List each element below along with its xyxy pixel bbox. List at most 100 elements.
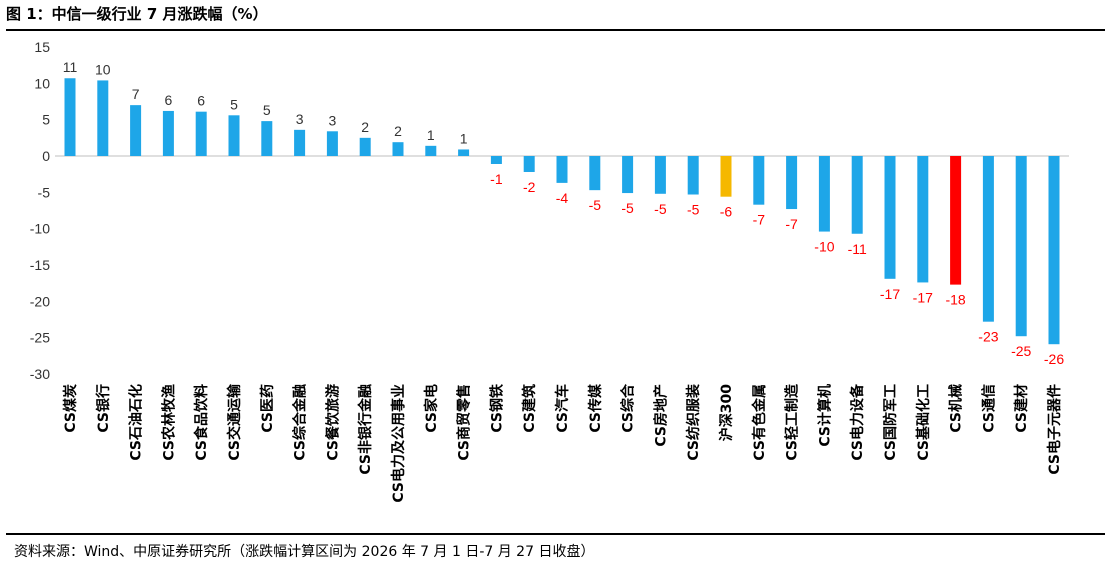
category-label: CS非银行金融 — [357, 384, 374, 475]
bar — [786, 156, 798, 210]
category-label: CS轻工制造 — [784, 384, 801, 461]
category-label: CS建材 — [1013, 384, 1030, 433]
bar — [1015, 156, 1027, 337]
bar — [359, 137, 371, 156]
data-label: -1 — [490, 171, 503, 187]
data-label: 2 — [361, 119, 369, 135]
data-label: 3 — [329, 112, 337, 128]
bar — [392, 142, 404, 156]
data-label: -5 — [621, 200, 634, 216]
data-label: -7 — [785, 216, 798, 232]
category-label: CS纺织服装 — [685, 383, 702, 461]
bar — [195, 111, 207, 156]
category-label: CS农林牧渔 — [160, 384, 177, 461]
category-label: CS传媒 — [587, 383, 604, 433]
bar — [818, 156, 830, 232]
data-label: -17 — [913, 289, 933, 305]
data-label: -17 — [880, 286, 900, 302]
category-label: CS石油石化 — [128, 384, 145, 461]
category-label: CS家电 — [423, 384, 440, 433]
data-label: -4 — [556, 190, 569, 206]
category-label: CS交通运输 — [226, 383, 243, 461]
data-label: 10 — [95, 61, 111, 77]
bars — [64, 78, 1060, 345]
category-label: CS基础化工 — [915, 384, 932, 461]
bar — [162, 110, 174, 156]
category-label: CS机械 — [948, 384, 965, 433]
y-tick-label: -30 — [30, 366, 50, 382]
category-labels: CS煤炭 CS银行 CS石油石化 CS农林牧渔 CS食品饮料 CS交通运输 CS医药 CS综合… — [62, 383, 1063, 503]
data-label: 3 — [296, 111, 304, 127]
figure-title: 图 1：中信一级行业 7 月涨跌幅（%） — [6, 5, 268, 23]
y-tick-label: 5 — [42, 112, 50, 128]
top-rule — [6, 29, 1105, 31]
y-axis-ticks: 15 10 5 0 -5 -10 -15 -20 -25 -30 — [30, 39, 50, 382]
data-label: 1 — [460, 130, 468, 146]
bar — [589, 156, 601, 191]
category-label: CS电力及公用事业 — [390, 384, 407, 503]
data-label: 7 — [132, 86, 140, 102]
data-label: -10 — [814, 239, 834, 255]
data-label: 5 — [230, 96, 238, 112]
y-tick-label: -15 — [30, 257, 50, 273]
bar — [490, 156, 502, 164]
category-label: CS银行 — [95, 384, 112, 433]
category-label: CS通信 — [980, 384, 997, 433]
bar — [130, 105, 142, 156]
y-tick-label: 0 — [42, 148, 50, 164]
category-label: CS煤炭 — [62, 384, 79, 433]
data-label: -5 — [687, 202, 700, 218]
bar — [917, 156, 929, 283]
bar — [654, 156, 666, 194]
bar — [261, 121, 273, 156]
bar — [851, 156, 863, 234]
bar — [556, 156, 568, 183]
bar — [458, 149, 470, 156]
category-label: CS汽车 — [554, 384, 571, 433]
category-label: CS综合金融 — [292, 384, 309, 461]
data-label: -23 — [978, 329, 998, 345]
data-label: 2 — [394, 123, 402, 139]
data-label: 1 — [427, 127, 435, 143]
data-label: -25 — [1011, 343, 1031, 359]
bar — [523, 156, 535, 172]
category-label: CS电力设备 — [849, 383, 866, 461]
data-label: 6 — [165, 92, 173, 108]
data-label: -18 — [945, 292, 965, 308]
y-tick-label: 15 — [34, 39, 50, 55]
bar — [228, 115, 240, 156]
data-label: -6 — [720, 204, 733, 220]
bar — [64, 78, 76, 156]
category-label: CS电子元器件 — [1046, 384, 1063, 475]
bar — [982, 156, 994, 322]
category-label: CS食品饮料 — [193, 384, 210, 461]
data-label: -7 — [753, 212, 766, 228]
category-label: CS建筑 — [521, 384, 538, 433]
data-label: 11 — [63, 59, 78, 75]
bar — [950, 156, 962, 285]
y-tick-label: 10 — [34, 75, 50, 91]
category-label: CS房地产 — [652, 384, 669, 447]
y-tick-label: -5 — [38, 184, 51, 200]
data-label: -11 — [848, 241, 867, 257]
bar — [97, 80, 109, 156]
bar — [326, 131, 338, 156]
y-tick-label: -25 — [30, 330, 50, 346]
bottom-rule — [6, 533, 1105, 535]
data-labels: 11 107 6 6 5 53 3 2 2 1 1-1 -2-4 -5 -5 -5 -5 -6 -7 -7-10 -1… — [63, 59, 1065, 367]
category-label: CS医药 — [259, 384, 276, 433]
category-label: CS综合 — [620, 383, 637, 433]
bar — [884, 156, 896, 279]
bar — [753, 156, 765, 205]
category-label: CS餐饮旅游 — [324, 384, 341, 461]
bar — [1048, 156, 1060, 345]
category-label: CS国防军工 — [882, 384, 899, 461]
bar — [425, 145, 437, 156]
data-label: 5 — [263, 102, 271, 118]
data-label: 6 — [197, 93, 205, 109]
category-label: CS商贸零售 — [456, 384, 473, 461]
category-label: CS计算机 — [816, 384, 833, 447]
y-tick-label: -10 — [30, 221, 50, 237]
bar — [294, 129, 306, 156]
